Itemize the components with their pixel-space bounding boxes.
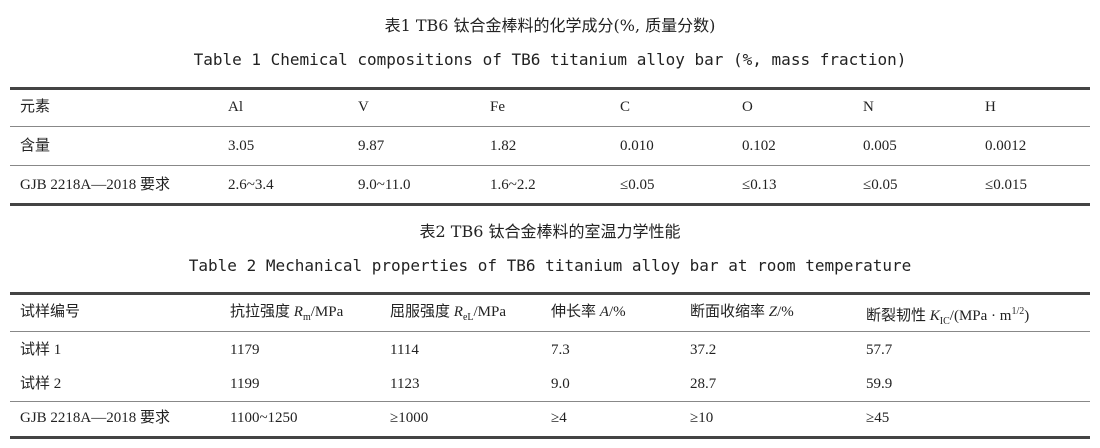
table1-cell: ≤0.015	[985, 177, 1027, 193]
table2-caption-en: Table 2 Mechanical properties of TB6 tit…	[188, 256, 912, 275]
table2-cell: 9.0	[551, 376, 570, 392]
table2-header-cell: 屈服强度 ReL/MPa	[390, 302, 506, 328]
table2-cell: 28.7	[690, 376, 717, 392]
table2-cell: 59.9	[866, 376, 893, 392]
table1-cell: 9.87	[358, 138, 385, 154]
table1-cell: 0.005	[863, 138, 897, 154]
header-var: Z	[768, 304, 778, 320]
table2-header-cell: 伸长率 A/%	[551, 302, 626, 322]
table1-cell: 9.0~11.0	[358, 177, 411, 193]
table2-cell: 1100~1250	[230, 410, 298, 426]
header-post: /%	[608, 304, 626, 320]
header-pre: 抗拉强度	[230, 304, 294, 320]
header-sub: eL	[462, 312, 474, 323]
table2-cell: ≥45	[866, 410, 890, 426]
header-sub: m	[302, 312, 311, 323]
table2-cell: ≥1000	[390, 410, 429, 426]
table2-cell: ≥10	[690, 410, 714, 426]
table1-cell: ≤0.13	[742, 177, 777, 193]
table2-header-cell: 断面收缩率 Z/%	[690, 302, 794, 322]
header-var: R	[453, 304, 463, 320]
header-post: /(MPa · m	[949, 308, 1012, 324]
header-end: )	[1024, 308, 1030, 324]
table1-header-cell: N	[863, 99, 874, 115]
header-sup: 1/2	[1011, 306, 1025, 317]
table2-header-cell: 试样编号	[20, 302, 80, 322]
table1-header-cell: Al	[228, 99, 243, 115]
header-sub: IC	[939, 316, 950, 327]
header-post: /%	[777, 304, 794, 320]
table1-cell: GJB 2218A—2018 要求	[20, 177, 171, 193]
header-post: /MPa	[310, 304, 344, 320]
header-var: R	[293, 304, 303, 320]
table1-caption-en: Table 1 Chemical compositions of TB6 tit…	[193, 50, 907, 69]
table1-bottom-rule	[10, 203, 1090, 206]
header-pre: 断面收缩率	[690, 304, 769, 320]
table1-header-cell: C	[620, 99, 631, 115]
table2-bottom-rule	[10, 436, 1090, 439]
table1-header-cell: O	[742, 99, 753, 115]
table1-header-cell: V	[358, 99, 369, 115]
table2-cell: 1199	[230, 376, 260, 392]
table2-header-rule	[10, 331, 1090, 332]
table1-cell: 0.010	[620, 138, 654, 154]
table1-cell: 3.05	[228, 138, 255, 154]
table2-cell: GJB 2218A—2018 要求	[20, 410, 171, 426]
table1-cell: 0.0012	[985, 138, 1027, 154]
table1-header-cell: Fe	[490, 99, 505, 115]
table1-cell: 含量	[20, 138, 51, 154]
table1-cell: ≤0.05	[863, 177, 898, 193]
table2-cell: 37.2	[690, 342, 717, 358]
table2-header-cell: 抗拉强度 Rm/MPa	[230, 302, 343, 328]
table2-cell: 试样 2	[20, 376, 62, 392]
table2-header-cell: 断裂韧性 KIC/(MPa · m1/2)	[866, 302, 1029, 332]
header-var: K	[929, 308, 940, 324]
table2-cell: 1123	[390, 376, 420, 392]
header-pre: 试样编号	[20, 304, 81, 320]
table1-header-cell: H	[985, 99, 996, 115]
table2-cell: 1114	[390, 342, 419, 358]
table1-cell: 1.82	[490, 138, 517, 154]
table2-cell: 57.7	[866, 342, 893, 358]
header-pre: 断裂韧性	[866, 308, 930, 324]
table2-cell: 1179	[230, 342, 260, 358]
table1-cell: 1.6~2.2	[490, 177, 536, 193]
table1-cell: 2.6~3.4	[228, 177, 274, 193]
table2-cell: ≥4	[551, 410, 567, 426]
table1-cell: ≤0.05	[620, 177, 655, 193]
table1-header-rule	[10, 126, 1090, 127]
table1-row-rule	[10, 165, 1090, 166]
table2-caption-cn: 表2 TB6 钛合金棒料的室温力学性能	[419, 222, 681, 241]
table1-top-rule	[10, 87, 1090, 90]
header-pre: 屈服强度	[390, 304, 454, 320]
header-var: A	[599, 304, 609, 320]
table2-cell: 7.3	[551, 342, 570, 358]
header-pre: 伸长率	[551, 304, 600, 320]
header-post: /MPa	[473, 304, 506, 320]
table2-top-rule	[10, 292, 1090, 295]
table2-row-rule	[10, 401, 1090, 402]
table1-caption-cn: 表1 TB6 钛合金棒料的化学成分(%, 质量分数)	[384, 16, 716, 35]
table1-header-cell: 元素	[20, 99, 51, 115]
table2-cell: 试样 1	[20, 342, 62, 358]
table1-cell: 0.102	[742, 138, 776, 154]
